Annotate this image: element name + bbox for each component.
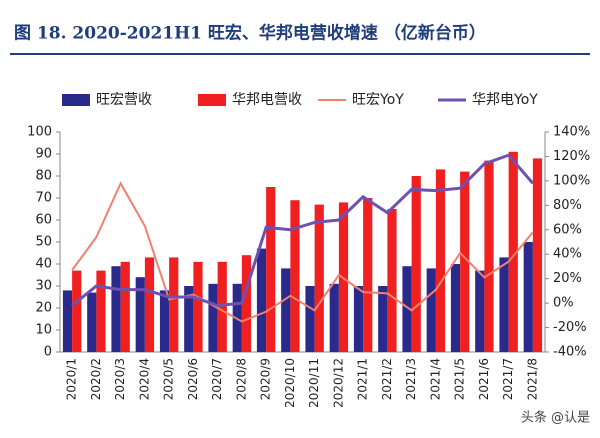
x-tick-label: 2021/3: [404, 358, 418, 400]
y2-tick-label: 120%: [553, 149, 590, 164]
bar: [363, 198, 373, 352]
y-tick-label: 80: [35, 169, 52, 184]
bar: [508, 151, 518, 352]
bar: [217, 261, 227, 352]
line: [71, 181, 534, 323]
bar: [241, 255, 252, 352]
bar: [144, 257, 155, 352]
bar: [402, 266, 412, 352]
bar: [460, 171, 470, 352]
x-tick-label: 2021/7: [501, 358, 515, 400]
y2-tick-label: 0%: [553, 296, 574, 311]
bar: [305, 286, 315, 352]
line: [71, 153, 535, 308]
y2-tick-label: 140%: [553, 125, 590, 140]
bar: [329, 283, 339, 352]
legend-swatch: [198, 94, 226, 106]
bar: [378, 286, 388, 352]
y-tick-label: 50: [35, 235, 52, 250]
y-tick-label: 30: [35, 279, 52, 294]
bar: [523, 242, 533, 352]
bar: [96, 270, 106, 352]
watermark: 头条 @认是: [521, 410, 590, 426]
y-tick-label: 90: [35, 147, 52, 162]
legend-label: 旺宏营收: [96, 92, 152, 108]
x-tick-label: 2020/9: [259, 358, 273, 400]
x-tick-label: 2021/8: [525, 358, 539, 400]
x-tick-label: 2020/1: [65, 358, 79, 400]
x-tick-label: 2021/5: [453, 358, 467, 400]
y2-tick-label: 60%: [553, 222, 582, 237]
y2-tick-label: -20%: [553, 320, 587, 335]
y-tick-label: 70: [35, 191, 52, 206]
bar: [314, 204, 324, 352]
legend-label: 华邦电YoY: [472, 92, 538, 108]
y-tick-label: 20: [35, 301, 52, 316]
y-tick-label: 60: [35, 213, 52, 228]
bar: [184, 286, 194, 352]
y2-tick-label: 80%: [553, 198, 582, 213]
legend-label: 华邦电营收: [232, 92, 302, 108]
y-tick-label: 100: [27, 125, 52, 140]
bar: [193, 261, 203, 352]
y2-tick-label: -40%: [553, 345, 587, 360]
bar: [450, 264, 461, 352]
bar: [266, 187, 276, 352]
bar: [290, 200, 300, 352]
x-tick-label: 2020/11: [307, 358, 321, 408]
bar: [411, 176, 421, 352]
chart-title: 图 18. 2020-2021H1 旺宏、华邦电营收增速 （亿新台币）: [14, 23, 486, 44]
x-tick-label: 2021/2: [380, 358, 394, 400]
bar: [256, 248, 267, 352]
y2-tick-label: 40%: [553, 247, 582, 262]
bar: [387, 209, 397, 352]
x-tick-label: 2020/2: [89, 358, 103, 400]
bar: [135, 277, 145, 352]
bar: [281, 268, 291, 352]
y2-tick-label: 20%: [553, 271, 582, 286]
x-tick-label: 2020/5: [162, 358, 176, 400]
bar: [72, 270, 82, 352]
bar: [532, 158, 543, 352]
y2-tick-label: 100%: [553, 173, 590, 188]
legend-swatch: [62, 94, 90, 106]
bar: [169, 257, 179, 352]
bar: [499, 257, 509, 352]
x-tick-label: 2020/12: [331, 358, 345, 408]
x-tick-label: 2020/7: [210, 358, 224, 400]
bar: [208, 283, 218, 352]
x-tick-label: 2021/6: [477, 358, 491, 400]
x-tick-label: 2021/1: [356, 358, 370, 400]
y-tick-label: 10: [35, 323, 52, 338]
bar: [475, 270, 485, 352]
x-tick-label: 2020/8: [234, 358, 248, 400]
y-tick-label: 40: [35, 257, 52, 272]
bar: [484, 160, 494, 352]
x-tick-label: 2020/10: [283, 358, 297, 408]
x-tick-label: 2021/4: [428, 358, 442, 400]
bar: [353, 286, 364, 352]
bar: [87, 292, 97, 352]
x-tick-label: 2020/4: [137, 358, 151, 400]
x-tick-label: 2020/3: [113, 358, 127, 400]
y-tick-label: 0: [44, 345, 52, 360]
bar: [120, 261, 130, 352]
bar: [159, 290, 170, 352]
bar: [435, 169, 446, 352]
legend-label: 旺宏YoY: [352, 92, 404, 108]
bar: [111, 266, 121, 352]
x-tick-label: 2020/6: [186, 358, 200, 400]
bar: [62, 290, 73, 352]
bar: [426, 268, 436, 352]
